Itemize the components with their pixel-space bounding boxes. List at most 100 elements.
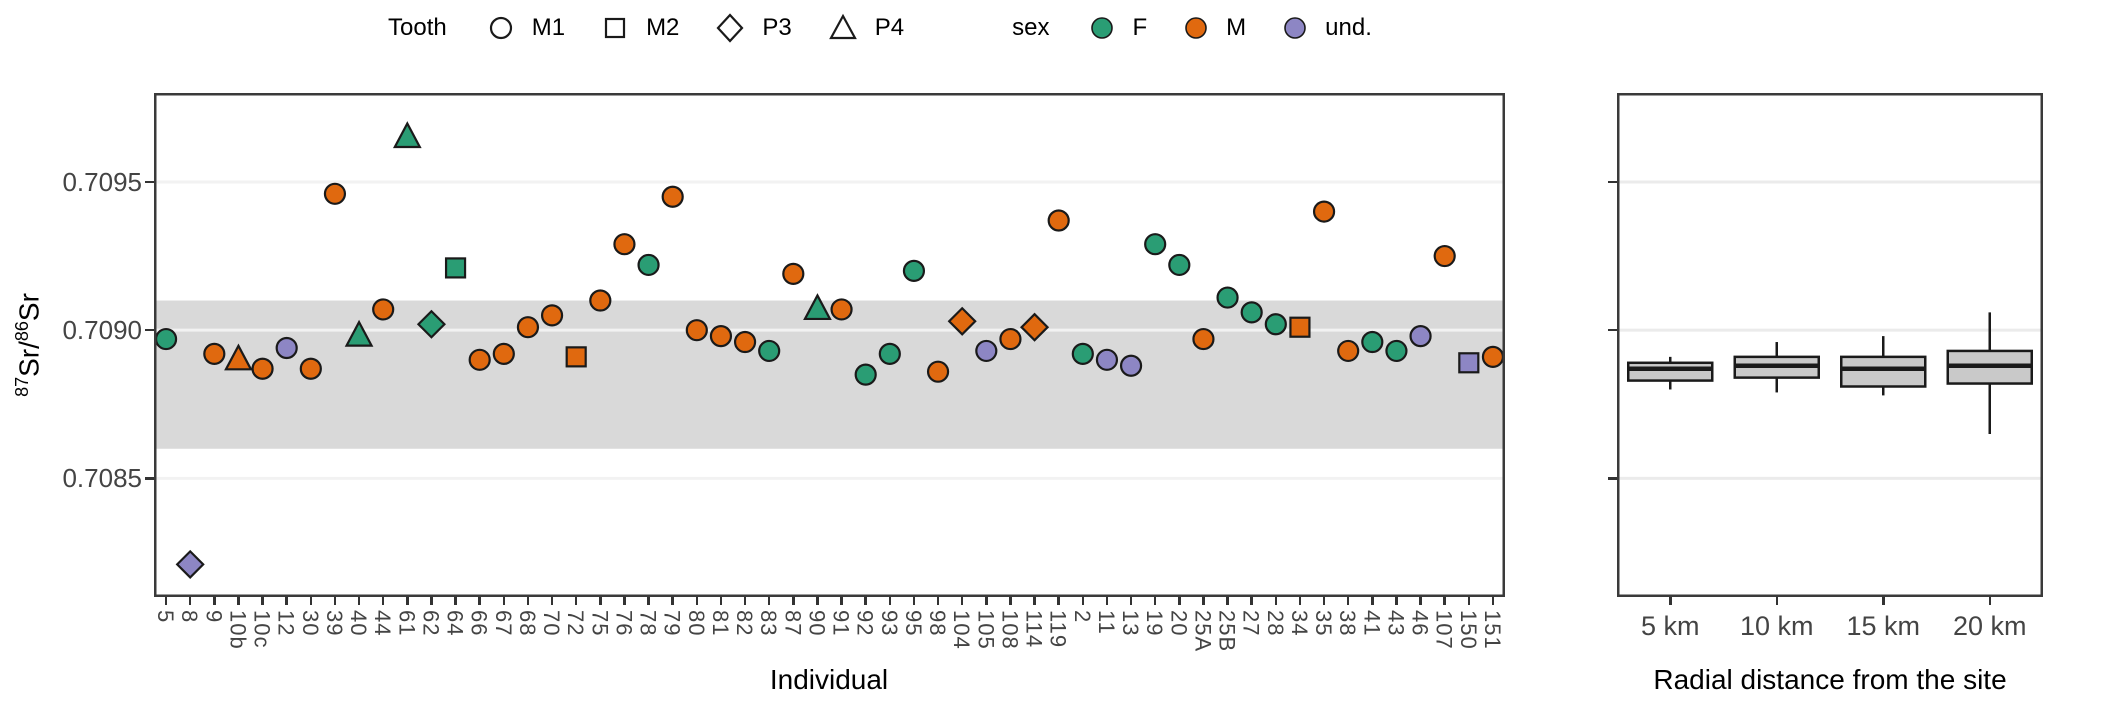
x-tick-mark xyxy=(478,597,481,605)
x-tick-label: 8 xyxy=(177,610,203,624)
x-tick-label: 72 xyxy=(563,610,589,637)
scatter-point xyxy=(1289,316,1311,338)
scatter-point xyxy=(975,339,998,363)
scatter-point xyxy=(1020,312,1050,342)
box-category-label: 10 km xyxy=(1739,611,1814,641)
boxplot-panel xyxy=(1617,93,2043,597)
x-tick-mark xyxy=(1250,597,1253,605)
scatter-point xyxy=(175,549,205,579)
x-tick-mark xyxy=(864,597,867,605)
x-tick-label: 93 xyxy=(876,610,902,637)
x-tick-mark xyxy=(502,597,506,605)
x-tick-mark xyxy=(936,597,940,605)
y-tick-label: 0.7090 xyxy=(62,315,142,345)
x-tick-label: 2 xyxy=(1069,610,1095,624)
x-tick-label: 78 xyxy=(635,610,661,637)
scatter-point xyxy=(372,298,395,321)
x-tick-label: 105 xyxy=(973,610,999,650)
scatter-point xyxy=(613,233,636,256)
x-tick-mark xyxy=(671,597,674,605)
x-tick-mark xyxy=(1443,597,1446,605)
circle-m1-icon xyxy=(487,14,515,42)
scatter-point xyxy=(589,289,612,312)
x-tick-label: 11 xyxy=(1093,610,1119,635)
x-tick-mark xyxy=(1467,597,1471,605)
x-tick-label: 12 xyxy=(273,610,299,637)
male-color-swatch-icon xyxy=(1183,15,1209,41)
x-axis-title-individual: Individual xyxy=(769,664,889,695)
x-tick-mark xyxy=(1669,597,1672,605)
box-category-label: 5 km xyxy=(1640,611,1700,641)
scatter-point xyxy=(1385,339,1408,363)
x-tick-mark xyxy=(1322,597,1326,605)
scatter-point xyxy=(1071,342,1094,365)
x-tick-label: 44 xyxy=(370,610,396,637)
x-tick-label: 83 xyxy=(756,610,782,637)
legend: Tooth M1 M2 P3 P4 sex xyxy=(388,8,1408,48)
scatter-point xyxy=(947,306,977,336)
x-tick-label: 27 xyxy=(1238,610,1264,637)
legend-item-label: M xyxy=(1226,14,1247,41)
x-tick-mark xyxy=(213,597,216,605)
x-tick-label: 9 xyxy=(201,610,227,624)
y-tick-mark xyxy=(1608,477,1617,480)
scatter-point xyxy=(854,363,877,386)
scatter-point xyxy=(516,316,540,339)
x-tick-mark xyxy=(1491,597,1495,605)
x-tick-mark xyxy=(1226,597,1229,605)
x-tick-mark xyxy=(840,597,843,605)
scatter-point xyxy=(492,342,515,365)
x-tick-mark xyxy=(719,597,723,605)
x-tick-label: 64 xyxy=(442,610,468,637)
y-axis-title-sup: 87 xyxy=(12,376,32,397)
y-tick-mark xyxy=(1608,180,1617,184)
x-tick-label: 43 xyxy=(1383,610,1409,637)
x-tick-label: 61 xyxy=(394,610,420,637)
x-tick-mark xyxy=(164,597,168,605)
undetermined-color-swatch-icon xyxy=(1282,15,1308,41)
scatter-point xyxy=(1047,209,1070,232)
x-tick-mark xyxy=(1775,597,1778,605)
scatter-point xyxy=(926,360,950,383)
scatter-point xyxy=(1337,339,1360,363)
legend-tooth-title: Tooth xyxy=(388,14,447,41)
x-tick-label: 66 xyxy=(466,610,492,637)
x-tick-mark xyxy=(430,597,433,605)
x-tick-mark xyxy=(550,597,554,605)
scatter-point xyxy=(758,339,781,363)
scatter-point xyxy=(392,121,422,149)
x-tick-mark xyxy=(985,597,988,605)
y-tick-label: 0.7095 xyxy=(62,167,142,197)
x-tick-mark xyxy=(623,597,626,605)
x-tick-mark xyxy=(767,597,771,605)
scatter-point xyxy=(1433,244,1456,268)
x-tick-label: 75 xyxy=(587,610,613,637)
scatter-point xyxy=(468,348,491,371)
x-tick-mark xyxy=(526,597,530,605)
scatter-point xyxy=(275,336,298,360)
x-tick-label: 87 xyxy=(780,610,806,637)
scatter-point xyxy=(1168,253,1191,277)
x-tick-mark xyxy=(381,597,385,605)
scatter-point xyxy=(1119,354,1143,377)
scatter-point xyxy=(902,259,926,282)
x-tick-label: 5 xyxy=(153,610,179,624)
x-tick-label: 28 xyxy=(1262,610,1288,637)
x-tick-mark xyxy=(1081,597,1085,605)
scatter-point xyxy=(224,343,253,371)
scatter-point xyxy=(830,298,853,321)
x-tick-mark xyxy=(1153,597,1157,605)
scatter-point xyxy=(637,253,660,277)
x-tick-label: 91 xyxy=(828,610,854,637)
scatter-point xyxy=(154,327,178,351)
x-tick-mark xyxy=(285,597,288,605)
x-tick-mark xyxy=(599,597,602,605)
female-color-swatch-icon xyxy=(1089,15,1115,41)
x-tick-mark xyxy=(1274,597,1278,605)
x-axis-title-radial-distance: Radial distance from the site xyxy=(1653,664,2007,695)
x-tick-mark xyxy=(1033,597,1036,605)
scatter-point xyxy=(251,357,274,380)
diamond-p3-icon xyxy=(715,13,745,43)
x-tick-label: 20 xyxy=(1166,610,1192,637)
